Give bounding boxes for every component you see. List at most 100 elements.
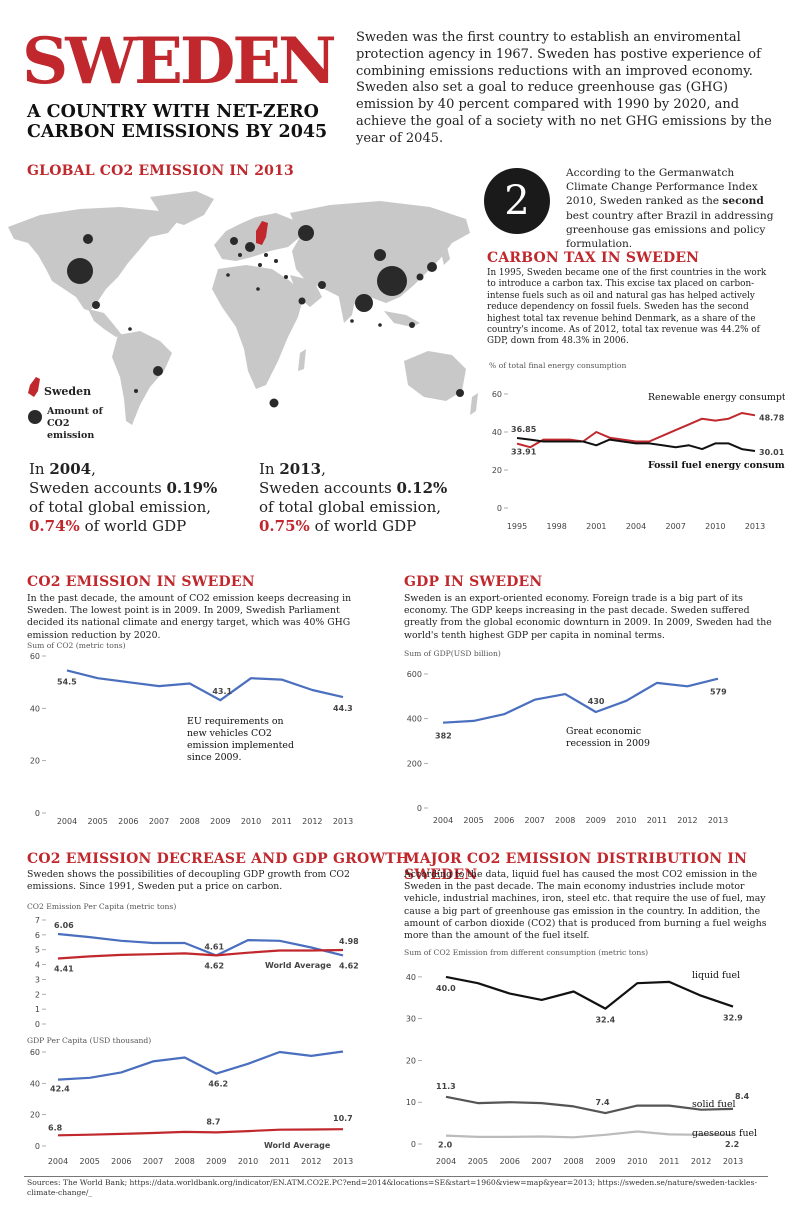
legend-bubble-icon — [28, 410, 42, 424]
data-label: 579 — [710, 688, 727, 697]
data-label: 8.7 — [206, 1117, 220, 1126]
co2-text: In the past decade, the amount of CO2 em… — [27, 593, 352, 641]
sources-text: Sources: The World Bank; https://data.wo… — [27, 1178, 758, 1197]
y-tick-label: 3 — [35, 975, 40, 984]
subtitle-line-2: CARBON EMISSIONS BY 2045 — [27, 122, 328, 142]
data-label: 40.0 — [436, 984, 456, 993]
x-tick-label: 2005 — [79, 1157, 99, 1166]
x-tick-label: 2004 — [48, 1157, 68, 1166]
dist-text: According to the data, liquid fuel has c… — [404, 869, 767, 942]
data-label: 382 — [435, 732, 452, 741]
series-name-renewable: Renewable energy consumption — [648, 392, 785, 403]
series-name-world-average: World Average — [264, 1141, 331, 1150]
data-label: 43.1 — [212, 687, 232, 696]
fuel-chart-caption: Sum of CO2 Emission from different consu… — [404, 948, 649, 957]
x-tick-label: 2011 — [271, 817, 291, 826]
series-line-2 — [445, 1130, 733, 1139]
data-label: 44.3 — [333, 704, 353, 713]
x-tick-label: 2013 — [723, 1157, 743, 1166]
series-line-0 — [442, 677, 719, 724]
y-tick-label: 0 — [497, 504, 502, 513]
y-tick-label: 10 — [406, 1098, 416, 1107]
series-line-0 — [57, 1050, 344, 1081]
x-tick-label: 1998 — [546, 522, 566, 531]
y-tick-label: 0 — [35, 809, 40, 818]
x-tick-label: 2007 — [143, 1157, 163, 1166]
x-tick-label: 2008 — [555, 816, 575, 825]
bubble-small-11 — [284, 275, 288, 279]
y-tick-label: 20 — [30, 1111, 40, 1120]
co2-annotation-line: since 2009. — [187, 752, 241, 763]
japan-shape — [440, 243, 450, 265]
y-tick-label: 4 — [35, 961, 40, 970]
fuel-chart: 0 10 20 30 40 2004 2005 2006 2007 2008 2009 2010 201… — [406, 970, 757, 1166]
legend-amount-label: Amount of CO2 emission — [47, 406, 103, 441]
x-tick-label: 2005 — [463, 816, 483, 825]
bubble-india — [355, 294, 373, 312]
series-line-0 — [516, 412, 756, 449]
y-tick-label: 40 — [30, 704, 40, 713]
rank-text: According to the Germanwatch Climate Cha… — [566, 167, 774, 251]
y-tick-label: 60 — [30, 1048, 40, 1057]
carbon-tax-text: In 1995, Sweden became one of the first … — [487, 268, 767, 347]
y-tick-label: 40 — [30, 1079, 40, 1088]
x-tick-label: 1995 — [507, 522, 527, 531]
bubble-australia — [456, 389, 464, 397]
data-label: 7.4 — [595, 1098, 610, 1107]
sweden-shape — [256, 221, 268, 245]
bubble-germany — [245, 242, 255, 252]
data-label: 46.2 — [208, 1080, 228, 1089]
bubble-s-africa — [269, 398, 279, 408]
stat-2013-gdp: 0.75% — [259, 517, 310, 535]
y-tick-label: 40 — [406, 973, 416, 982]
subtitle-line-1: A COUNTRY WITH NET-ZERO — [27, 102, 319, 122]
bubble-mexico — [92, 301, 100, 309]
bubble-japan — [427, 262, 437, 272]
gdp-per-capita-chart: 0 20 40 60 2004 2005 2006 2007 2008 2009 2010 2011 2… — [30, 1044, 353, 1166]
x-tick-label: 2009 — [595, 1157, 615, 1166]
y-tick-label: 200 — [407, 759, 422, 768]
data-label: 36.85 — [511, 425, 537, 434]
australia-shape — [404, 351, 466, 401]
y-tick-label: 0 — [411, 1140, 416, 1149]
x-tick-label: 2012 — [301, 1157, 321, 1166]
bubble-brazil — [153, 366, 163, 376]
gdppc-chart-caption: GDP Per Capita (USD thousand) — [27, 1036, 152, 1045]
x-tick-label: 2004 — [436, 1157, 456, 1166]
data-label: 4.62 — [204, 961, 224, 970]
gdp-annotation-line: Great economic — [566, 726, 641, 737]
co2-annotation-line: new vehicles CO2 — [187, 728, 272, 739]
bubble-russia — [374, 249, 386, 261]
bubble-china — [377, 266, 407, 296]
intro-text: Sweden was the first country to establis… — [356, 30, 772, 146]
bubble-small-10 — [378, 323, 382, 327]
x-tick-label: 2013 — [333, 1157, 353, 1166]
x-tick-label: 2009 — [586, 816, 606, 825]
y-tick-label: 60 — [30, 652, 40, 661]
x-tick-label: 2006 — [494, 816, 514, 825]
x-tick-label: 2007 — [531, 1157, 551, 1166]
y-tick-label: 60 — [492, 390, 502, 399]
series-line-1 — [445, 1095, 734, 1115]
y-tick-label: 20 — [406, 1056, 416, 1065]
x-tick-label: 2008 — [174, 1157, 194, 1166]
x-tick-label: 2007 — [524, 816, 544, 825]
series-name-gaseous: gaeseous fuel — [692, 1128, 757, 1139]
co2-per-capita-chart: 0 1 2 3 4 5 6 7 6.06 4.61 4.62 4.41 4.62 4.98 World Av… — [35, 916, 359, 1029]
series-line-0 — [445, 975, 734, 1010]
x-tick-label: 2013 — [708, 816, 728, 825]
co2pc-chart-caption: CO2 Emission Per Capita (metric tons) — [27, 902, 177, 911]
y-tick-label: 600 — [407, 670, 422, 679]
data-label: 11.3 — [436, 1082, 456, 1091]
co2-chart: 0 20 40 60 2004 2005 2006 2007 2008 2009 2010 2011 2… — [30, 652, 353, 826]
co2-annotation-line: emission implemented — [187, 740, 294, 751]
stat-2004-gdp: 0.74% — [29, 517, 80, 535]
x-tick-label: 2008 — [179, 817, 199, 826]
x-tick-label: 2005 — [468, 1157, 488, 1166]
y-tick-label: 20 — [30, 757, 40, 766]
decouple-text: Sweden shows the possibilities of decoup… — [27, 869, 350, 893]
x-tick-label: 2012 — [691, 1157, 711, 1166]
bubble-small-6 — [256, 287, 260, 291]
x-tick-label: 2006 — [500, 1157, 520, 1166]
data-label: 60.3 — [333, 1044, 353, 1046]
